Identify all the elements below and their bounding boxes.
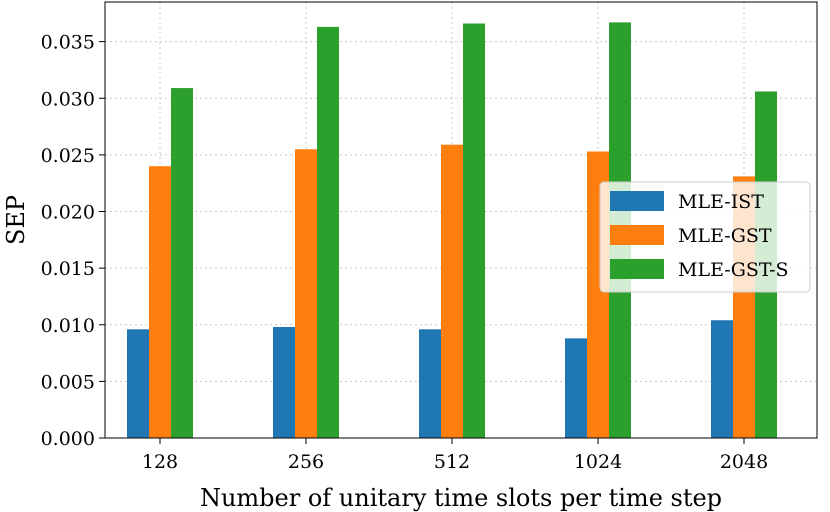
bar-mle-gst-s-128 — [171, 88, 193, 438]
bar-mle-ist-512 — [419, 329, 441, 438]
legend-swatch-mle-gst — [610, 225, 664, 245]
y-tick-label: 0.010 — [41, 315, 95, 337]
bar-mle-gst-512 — [441, 144, 463, 438]
x-tick-label: 512 — [434, 451, 470, 473]
bars-layer — [127, 22, 777, 439]
y-axis-label: SEP — [2, 195, 30, 245]
x-axis: 128 256 512 1024 2048 — [142, 438, 768, 473]
bar-mle-gst-128 — [149, 166, 171, 438]
legend-label-mle-gst-s: MLE-GST-S — [678, 259, 789, 281]
bar-mle-ist-256 — [273, 327, 295, 438]
x-tick-label: 256 — [288, 451, 324, 473]
bar-mle-gst-s-512 — [463, 23, 485, 439]
y-tick-label: 0.020 — [41, 202, 95, 224]
y-tick-label: 0.025 — [41, 145, 95, 167]
bar-mle-ist-2048 — [711, 320, 733, 438]
y-tick-label: 0.015 — [41, 258, 95, 280]
bar-mle-ist-128 — [127, 329, 149, 438]
bar-mle-gst-256 — [295, 149, 317, 439]
legend-swatch-mle-ist — [610, 191, 664, 211]
y-axis: 0.000 0.005 0.010 0.015 0.020 0.025 0.030 0.035 — [41, 32, 105, 450]
bar-mle-ist-1024 — [565, 338, 587, 438]
x-tick-label: 1024 — [574, 451, 622, 473]
y-tick-label: 0.035 — [41, 32, 95, 54]
legend-items: MLE-IST MLE-GST MLE-GST-S — [610, 191, 789, 281]
x-axis-label: Number of unitary time slots per time st… — [200, 484, 722, 512]
x-tick-label: 2048 — [720, 451, 768, 473]
legend-label-mle-ist: MLE-IST — [678, 191, 764, 213]
legend-label-mle-gst: MLE-GST — [678, 225, 772, 247]
legend-swatch-mle-gst-s — [610, 259, 664, 279]
legend: MLE-IST MLE-GST MLE-GST-S — [599, 181, 811, 293]
x-tick-label: 128 — [142, 451, 178, 473]
plot-frame — [104, 1, 818, 439]
bar-mle-gst-s-256 — [317, 26, 339, 439]
y-tick-label: 0.030 — [41, 88, 95, 110]
y-tick-label: 0.000 — [41, 428, 95, 450]
y-tick-label: 0.005 — [41, 371, 95, 393]
